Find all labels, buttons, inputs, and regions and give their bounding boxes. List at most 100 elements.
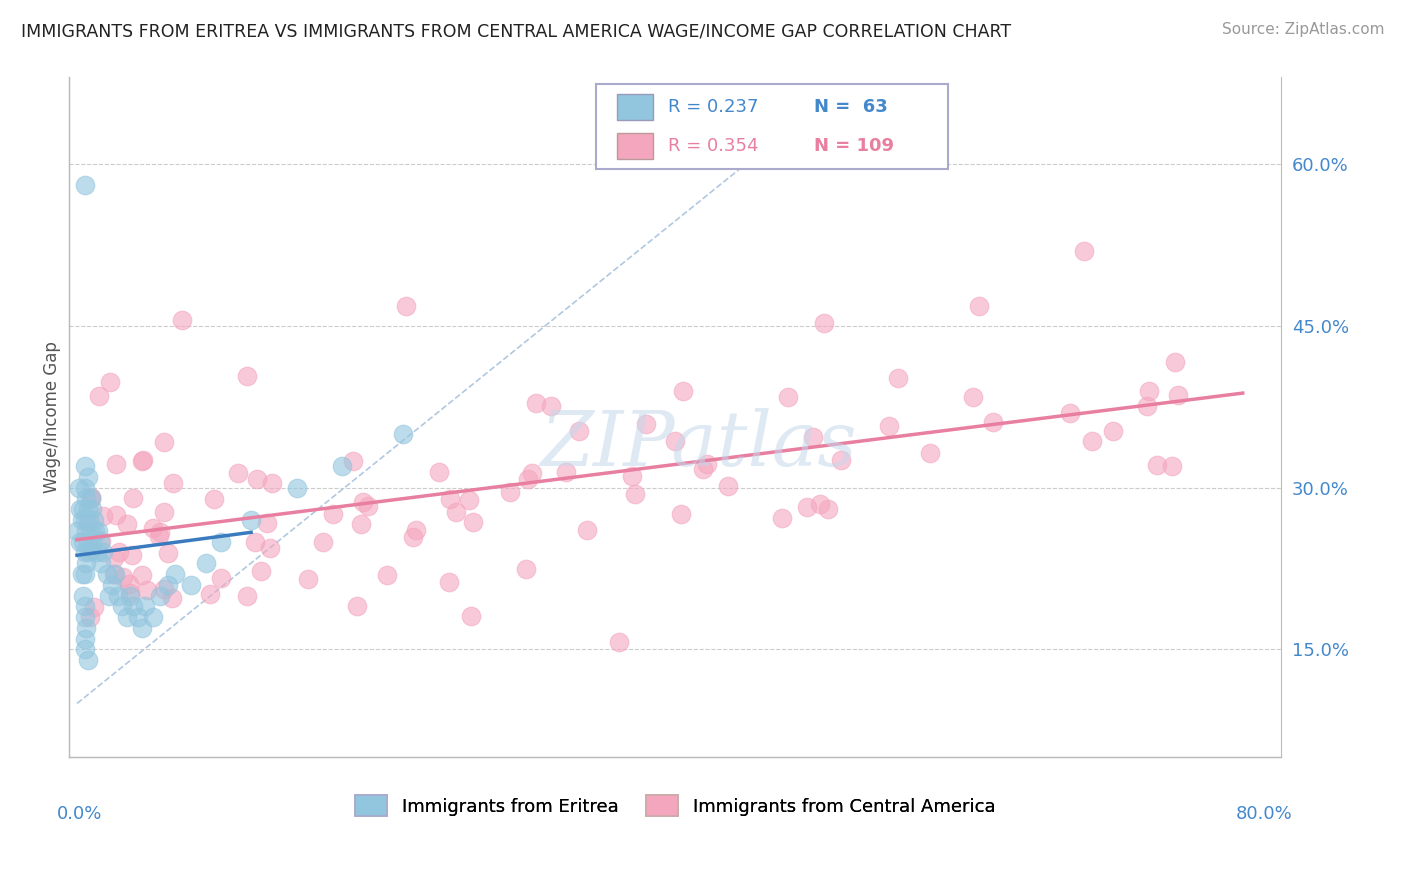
Point bbox=[103, 567, 125, 582]
Point bbox=[115, 517, 138, 532]
Point bbox=[568, 424, 591, 438]
FancyBboxPatch shape bbox=[596, 84, 948, 169]
Point bbox=[131, 568, 153, 582]
Point bbox=[540, 399, 562, 413]
Point bbox=[460, 608, 482, 623]
Point bbox=[717, 479, 740, 493]
Point bbox=[671, 507, 693, 521]
Point bbox=[73, 642, 96, 657]
Point bbox=[796, 500, 818, 514]
Point bbox=[770, 510, 793, 524]
Text: R = 0.237: R = 0.237 bbox=[668, 98, 758, 116]
Point bbox=[259, 541, 281, 556]
Point bbox=[76, 534, 98, 549]
Point bbox=[444, 505, 467, 519]
Point bbox=[153, 435, 176, 450]
Point bbox=[82, 534, 104, 549]
Point bbox=[83, 599, 105, 614]
Point bbox=[73, 458, 96, 473]
Point bbox=[620, 469, 643, 483]
Point bbox=[73, 513, 96, 527]
Point bbox=[91, 509, 114, 524]
Point bbox=[131, 453, 153, 467]
Point bbox=[967, 299, 990, 313]
Point bbox=[879, 418, 901, 433]
Point bbox=[458, 493, 481, 508]
FancyBboxPatch shape bbox=[617, 134, 654, 159]
Point bbox=[73, 632, 96, 646]
Point bbox=[75, 524, 97, 538]
Point bbox=[84, 524, 107, 538]
Point bbox=[346, 599, 368, 613]
Text: N = 109: N = 109 bbox=[814, 137, 894, 155]
Point bbox=[80, 543, 103, 558]
Point bbox=[104, 457, 127, 471]
Point bbox=[236, 589, 259, 603]
Point bbox=[524, 396, 547, 410]
Y-axis label: Wage/Income Gap: Wage/Income Gap bbox=[44, 342, 60, 493]
Point bbox=[108, 545, 131, 559]
Point bbox=[83, 513, 105, 527]
Point bbox=[1146, 458, 1168, 472]
Point bbox=[89, 534, 111, 549]
Point bbox=[887, 371, 910, 385]
Point bbox=[90, 533, 112, 548]
Point bbox=[98, 376, 121, 390]
Point bbox=[149, 524, 172, 539]
Point bbox=[131, 453, 153, 467]
Point bbox=[1167, 387, 1189, 401]
Point bbox=[67, 481, 90, 495]
Point bbox=[962, 391, 984, 405]
Point bbox=[165, 566, 187, 581]
Point bbox=[1137, 384, 1160, 398]
Legend: Immigrants from Eritrea, Immigrants from Central America: Immigrants from Eritrea, Immigrants from… bbox=[347, 788, 1002, 823]
Text: 80.0%: 80.0% bbox=[1236, 805, 1292, 823]
Point bbox=[194, 556, 217, 570]
Point bbox=[256, 516, 278, 530]
Point bbox=[72, 589, 94, 603]
Point bbox=[149, 589, 172, 603]
Point bbox=[121, 491, 143, 506]
Point bbox=[391, 426, 413, 441]
Point bbox=[136, 583, 159, 598]
Point bbox=[461, 516, 484, 530]
Point bbox=[260, 476, 283, 491]
Point bbox=[72, 534, 94, 549]
Point bbox=[122, 599, 145, 614]
Point bbox=[226, 467, 249, 481]
Point bbox=[76, 502, 98, 516]
Point bbox=[107, 589, 129, 603]
Point bbox=[104, 508, 127, 523]
Point bbox=[75, 621, 97, 635]
Point bbox=[97, 589, 120, 603]
Point bbox=[249, 564, 271, 578]
Point bbox=[609, 634, 631, 648]
Point bbox=[498, 484, 520, 499]
Point bbox=[170, 312, 193, 326]
Point bbox=[79, 492, 101, 507]
Point bbox=[118, 577, 141, 591]
Point bbox=[73, 610, 96, 624]
Point bbox=[672, 384, 695, 399]
Point bbox=[87, 524, 110, 538]
Point bbox=[350, 517, 373, 532]
Point bbox=[77, 513, 100, 527]
Point bbox=[69, 534, 91, 549]
Point bbox=[157, 546, 180, 560]
Point bbox=[515, 562, 537, 576]
Point bbox=[111, 599, 134, 614]
Point bbox=[983, 415, 1005, 429]
Point bbox=[69, 502, 91, 516]
Point bbox=[813, 316, 835, 330]
Point bbox=[152, 582, 174, 596]
Point bbox=[142, 610, 165, 624]
Point bbox=[101, 578, 124, 592]
Point bbox=[90, 556, 112, 570]
Point bbox=[342, 453, 364, 467]
Point bbox=[142, 521, 165, 535]
Point bbox=[817, 502, 839, 516]
Text: ZIPatlas: ZIPatlas bbox=[541, 408, 858, 482]
Point bbox=[70, 513, 93, 527]
Point bbox=[439, 574, 461, 589]
Text: Source: ZipAtlas.com: Source: ZipAtlas.com bbox=[1222, 22, 1385, 37]
